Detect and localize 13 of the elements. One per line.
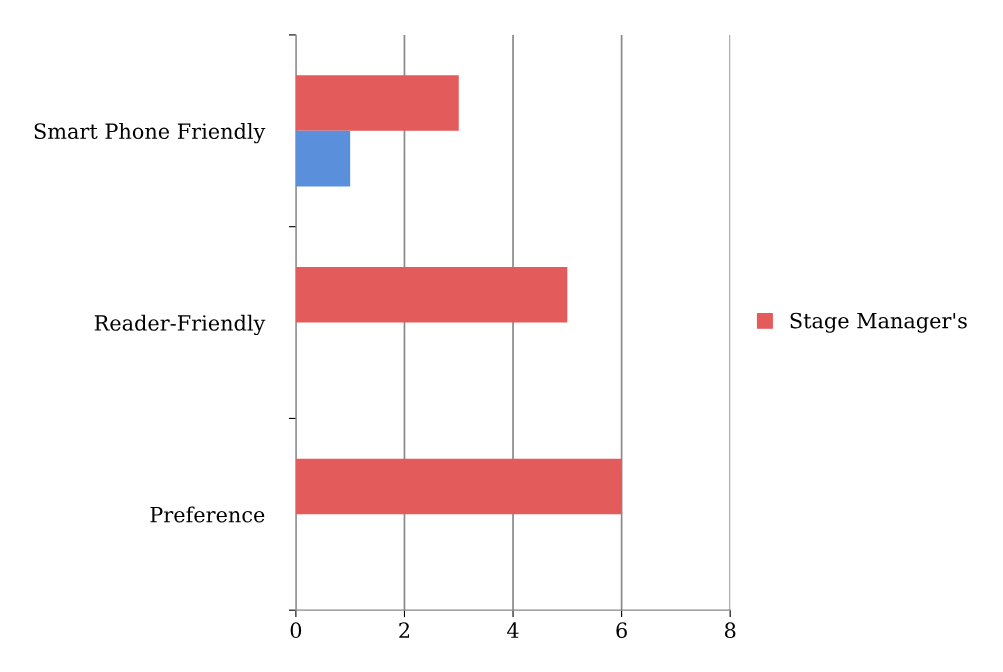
- bar: [295, 458, 622, 515]
- x-tick-label: 2: [399, 622, 410, 638]
- x-tick-label: 4: [507, 622, 519, 638]
- x-tick-label: 8: [724, 622, 736, 639]
- y-tick-label: Preference: [150, 506, 265, 523]
- legend-label: Stage Manager's: [790, 312, 967, 333]
- bar: [295, 130, 351, 187]
- bar: [295, 266, 568, 323]
- x-tick-label: 0: [290, 622, 302, 639]
- y-tick-label: Reader-Friendly: [94, 314, 266, 336]
- x-tick-label: 6: [616, 622, 627, 639]
- y-tick-label: Smart Phone Friendly: [34, 122, 266, 144]
- bar: [295, 75, 459, 131]
